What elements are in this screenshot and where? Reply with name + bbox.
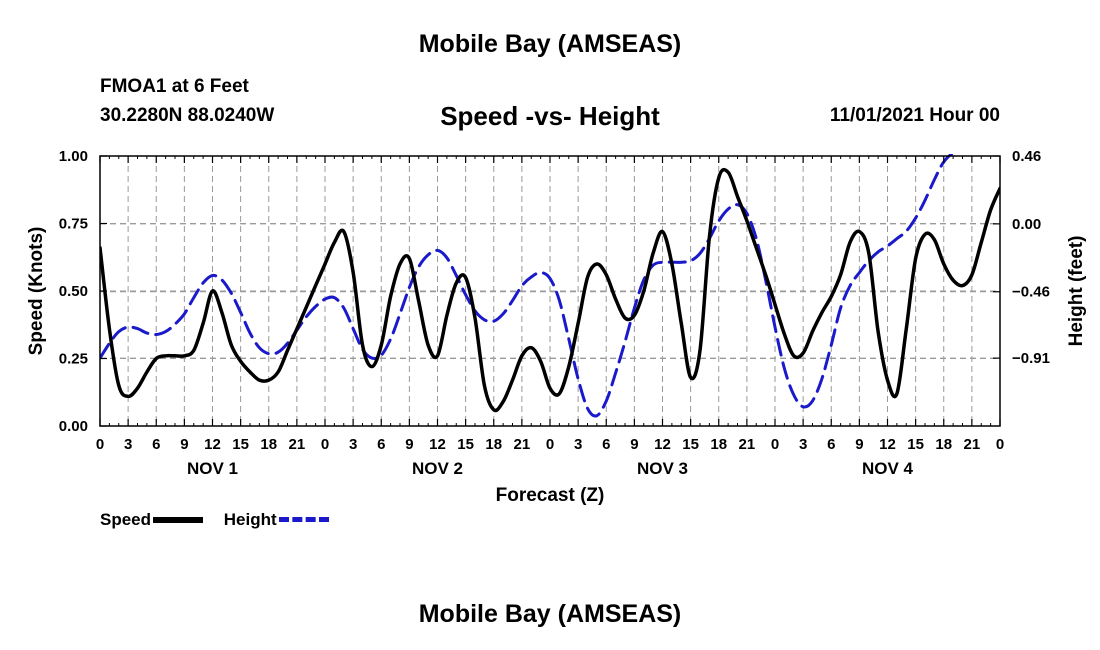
x-tick-label: 18	[485, 436, 502, 453]
day-label: NOV 3	[637, 459, 688, 478]
station-label: FMOA1 at 6 Feet	[100, 76, 249, 97]
x-tick-label: 9	[855, 436, 863, 453]
x-tick-label: 6	[827, 436, 835, 453]
x-tick-label: 6	[377, 436, 385, 453]
chart-page-title: Mobile Bay (AMSEAS)	[418, 30, 682, 58]
x-tick-label: 12	[879, 436, 896, 453]
legend-item-height: Height	[224, 509, 329, 530]
day-label: NOV 1	[187, 459, 238, 478]
y-tick-label: 0.25	[59, 351, 88, 368]
x-tick-label: 9	[630, 436, 638, 453]
y-axis-title: Speed (Knots)	[26, 227, 47, 356]
x-tick-label: 9	[405, 436, 413, 453]
series-line-speed	[100, 167, 1000, 413]
x-tick-label: 0	[771, 436, 779, 453]
y-tick-label: 0.00	[59, 418, 88, 435]
y2-axis-title: Height (feet)	[1066, 236, 1087, 347]
x-tick-label: 21	[964, 436, 981, 453]
x-tick-label: 6	[152, 436, 160, 453]
x-tick-label: 0	[96, 436, 104, 453]
legend-item-speed: Speed	[100, 509, 204, 530]
x-tick-label: 15	[232, 436, 249, 453]
x-tick-label: 3	[574, 436, 582, 453]
legend-label-height: Height	[223, 509, 277, 529]
legend: Speed Height	[100, 509, 345, 530]
x-tick-label: 21	[739, 436, 756, 453]
x-tick-label: 0	[546, 436, 554, 453]
x-axis-title: Forecast (Z)	[496, 485, 605, 506]
y-tick-label: 1.00	[59, 148, 88, 165]
x-tick-label: 12	[429, 436, 446, 453]
x-tick-label: 15	[907, 436, 924, 453]
x-tick-label: 0	[996, 436, 1004, 453]
axes: 0 3 6 9 12 15 18 21 0 3 6 9 12 15 18 21 0 3 6 9 12 15 18 21 0 3 6 9…	[26, 148, 1087, 506]
x-tick-label: 21	[289, 436, 306, 453]
x-tick-label: 12	[204, 436, 221, 453]
x-tick-label: 15	[682, 436, 699, 453]
y2-tick-label: 0.00	[1012, 216, 1041, 233]
x-tick-label: 18	[260, 436, 277, 453]
series-line-height	[100, 154, 955, 418]
y2-tick-label: −0.46	[1012, 284, 1050, 301]
x-tick-label: 9	[180, 436, 188, 453]
x-tick-label: 3	[124, 436, 132, 453]
x-tick-label: 21	[514, 436, 531, 453]
x-tick-label: 12	[654, 436, 671, 453]
x-tick-label: 15	[457, 436, 474, 453]
x-tick-label: 18	[710, 436, 727, 453]
x-tick-label: 3	[349, 436, 357, 453]
x-tick-label: 6	[602, 436, 610, 453]
legend-label-speed: Speed	[100, 509, 152, 529]
x-tick-label: 18	[935, 436, 952, 453]
y2-tick-label: −0.91	[1012, 350, 1050, 367]
y-tick-label: 0.50	[59, 283, 88, 300]
chart-page-title-bottom: Mobile Bay (AMSEAS)	[418, 600, 682, 628]
series-layer	[100, 154, 1000, 418]
legend-swatch-height	[278, 517, 329, 523]
legend-swatch-speed	[153, 516, 204, 523]
day-label: NOV 4	[862, 459, 914, 478]
y2-tick-label: 0.46	[1012, 148, 1041, 165]
day-label: NOV 2	[412, 459, 463, 478]
x-tick-label: 3	[799, 436, 807, 453]
chart-subtitle: Speed -vs- Height	[440, 101, 660, 131]
x-tick-label: 0	[321, 436, 329, 453]
coordinates-label: 30.2280N 88.0240W	[100, 105, 275, 126]
y-tick-label: 0.75	[59, 216, 88, 233]
forecast-datetime: 11/01/2021 Hour 00	[829, 105, 1000, 126]
